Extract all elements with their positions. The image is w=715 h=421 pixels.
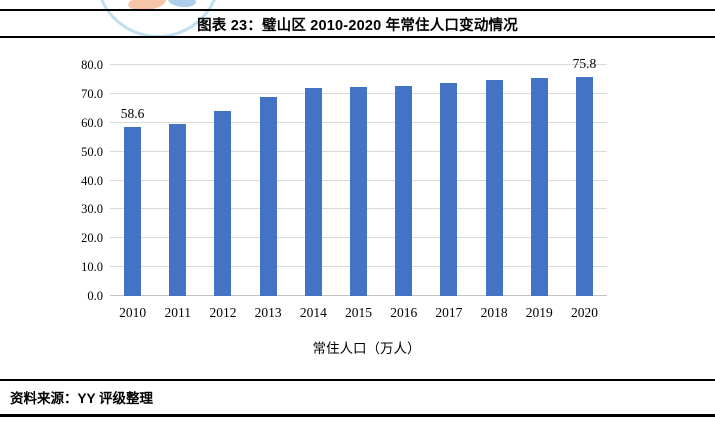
y-tick-label: 50.0 <box>81 144 103 159</box>
source-note: 资料来源：YY 评级整理 <box>10 391 154 406</box>
bar-slot <box>200 65 245 296</box>
bar-2011 <box>169 123 187 296</box>
bar-slot <box>246 65 291 296</box>
y-tick-label: 60.0 <box>81 115 103 130</box>
legend-label: 常住人口（万人） <box>312 341 421 356</box>
x-tick-label: 2019 <box>525 305 553 320</box>
y-tick-label: 10.0 <box>81 260 103 275</box>
plot-area: 58.6 75.8 <box>110 56 607 296</box>
header-rule-top <box>0 9 715 11</box>
x-tick-label: 2015 <box>345 305 373 320</box>
bar-2017 <box>440 82 458 296</box>
y-tick-label: 30.0 <box>81 202 103 217</box>
header-rule-bottom <box>0 36 715 38</box>
y-tick-label: 20.0 <box>81 231 103 246</box>
y-tick-label: 0.0 <box>87 289 103 303</box>
bar-slot <box>336 65 381 296</box>
bar-2015 <box>350 86 368 296</box>
footer-rule-bottom <box>0 414 715 417</box>
chart-title: 图表 23：璧山区 2010-2020 年常住人口变动情况 <box>197 18 518 34</box>
x-axis-labels: 2010 2011 2012 2013 2014 2015 2016 2017 2018 2019… <box>110 305 607 321</box>
x-tick-label: 2012 <box>209 305 237 320</box>
y-axis-labels: 0.0 10.0 20.0 30.0 40.0 50.0 60.0 70.0 80.0 <box>0 58 103 303</box>
x-tick-label: 2011 <box>164 305 192 320</box>
chart-legend: 常住人口（万人） <box>110 337 607 357</box>
y-tick-label: 80.0 <box>81 58 103 72</box>
bar-slot <box>291 65 336 296</box>
bar-slot <box>426 65 471 296</box>
bar-2018 <box>485 80 503 296</box>
x-tick-label: 2013 <box>254 305 282 320</box>
y-tick-label: 70.0 <box>81 86 103 101</box>
data-label: 75.8 <box>572 56 597 72</box>
gridline <box>110 64 607 65</box>
footer-rule-top <box>0 379 715 381</box>
bar-2020 <box>575 77 593 296</box>
bar-2012 <box>214 111 232 296</box>
logo-blue-icon <box>167 0 197 9</box>
bar-2019 <box>530 78 548 296</box>
legend-swatch-icon <box>297 344 307 354</box>
x-tick-label: 2010 <box>119 305 147 320</box>
x-tick-label: 2016 <box>390 305 418 320</box>
bar-2013 <box>259 96 277 296</box>
bar-2016 <box>395 85 413 296</box>
x-tick-label: 2014 <box>299 305 327 320</box>
data-label: 58.6 <box>120 105 145 121</box>
bar-slot <box>517 65 562 296</box>
x-tick-label: 2020 <box>570 305 598 320</box>
bar-2014 <box>304 88 322 296</box>
bar-2010 <box>124 126 142 296</box>
y-tick-label: 40.0 <box>81 173 103 188</box>
x-tick-label: 2018 <box>480 305 508 320</box>
bar-slot <box>381 65 426 296</box>
bar-slot <box>472 65 517 296</box>
bar-chart: 0.0 10.0 20.0 30.0 40.0 50.0 60.0 70.0 80.0 58.6… <box>0 50 715 370</box>
bar-slot <box>155 65 200 296</box>
bar-slot: 58.6 <box>110 65 155 296</box>
x-tick-label: 2017 <box>435 305 463 320</box>
bar-slot: 75.8 <box>562 56 607 296</box>
